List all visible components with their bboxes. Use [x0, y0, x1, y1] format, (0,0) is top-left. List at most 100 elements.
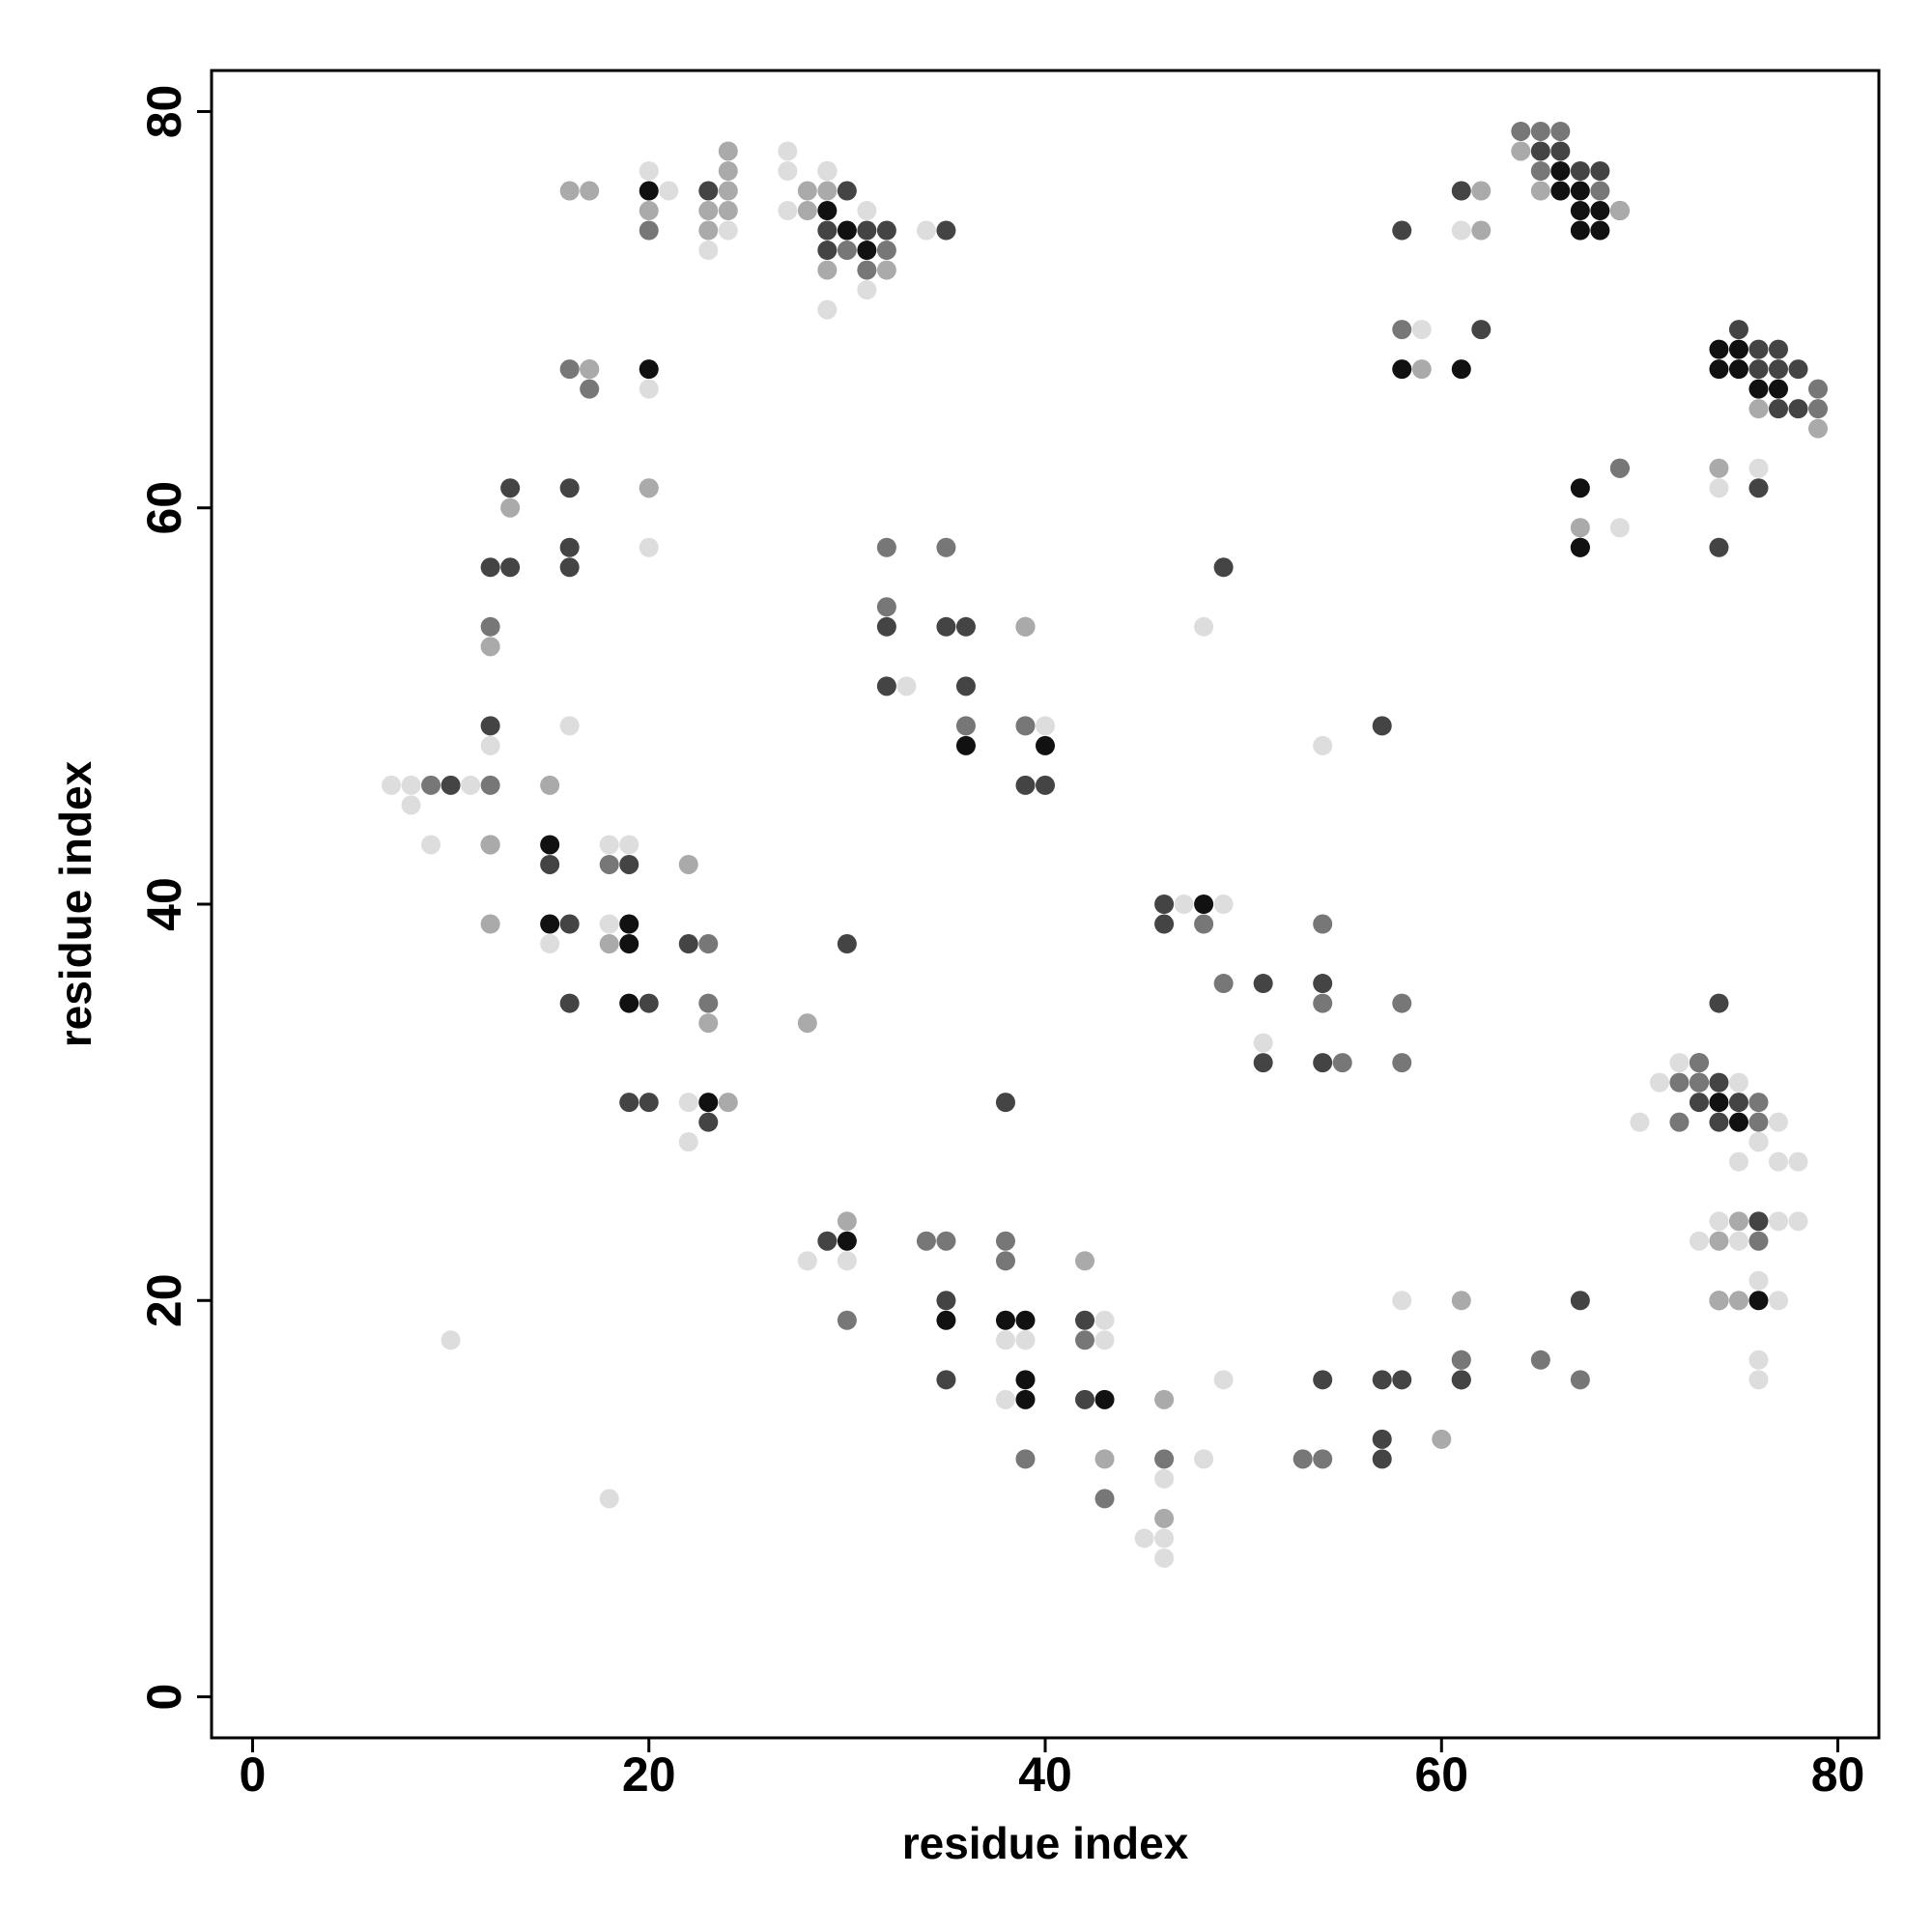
- point: [1609, 201, 1630, 221]
- point: [559, 537, 580, 557]
- point: [1530, 161, 1550, 182]
- point: [480, 914, 500, 934]
- point: [936, 1291, 956, 1311]
- point: [1550, 161, 1571, 182]
- point: [876, 220, 896, 241]
- point: [1709, 339, 1729, 359]
- point: [1768, 359, 1788, 380]
- point: [1015, 1330, 1036, 1350]
- y-tick-label: 80: [137, 85, 191, 139]
- point: [837, 241, 857, 261]
- point: [678, 854, 698, 874]
- point: [1015, 716, 1036, 736]
- point: [936, 1231, 956, 1251]
- point: [837, 1310, 857, 1330]
- point: [936, 220, 956, 241]
- point: [718, 141, 738, 161]
- point: [797, 181, 817, 201]
- point: [1094, 1489, 1115, 1509]
- point: [480, 835, 500, 855]
- point: [1015, 616, 1036, 637]
- point: [718, 201, 738, 221]
- point: [718, 1093, 738, 1113]
- point: [1689, 1053, 1709, 1073]
- point: [1748, 1231, 1769, 1251]
- x-tick-label: 60: [1414, 1747, 1468, 1802]
- point: [1213, 557, 1234, 578]
- point: [1570, 161, 1590, 182]
- point: [599, 914, 619, 934]
- point: [1728, 320, 1748, 340]
- point: [1748, 379, 1769, 399]
- point: [1768, 339, 1788, 359]
- point: [1748, 1093, 1769, 1113]
- point: [639, 537, 659, 557]
- point: [1630, 1112, 1650, 1132]
- point: [1213, 1370, 1234, 1390]
- point: [718, 220, 738, 241]
- point: [857, 220, 877, 241]
- point: [1332, 1053, 1352, 1073]
- point: [797, 201, 817, 221]
- point: [619, 934, 639, 954]
- point: [540, 934, 560, 954]
- point: [857, 260, 877, 280]
- point: [1728, 1211, 1748, 1232]
- point: [1134, 1528, 1154, 1548]
- point: [1709, 1231, 1729, 1251]
- point: [440, 775, 461, 795]
- point: [480, 716, 500, 736]
- point: [1748, 1132, 1769, 1152]
- point: [1094, 1310, 1115, 1330]
- point: [1728, 1151, 1748, 1172]
- point: [678, 1093, 698, 1113]
- point: [955, 716, 976, 736]
- point: [540, 835, 560, 855]
- point: [1432, 1429, 1452, 1449]
- y-axis-title: residue index: [50, 760, 100, 1047]
- point: [1788, 1151, 1808, 1172]
- point: [659, 181, 679, 201]
- point: [1015, 775, 1036, 795]
- point: [797, 1251, 817, 1271]
- point: [1748, 1350, 1769, 1370]
- point: [599, 934, 619, 954]
- point: [1748, 1270, 1769, 1291]
- point: [1392, 1370, 1412, 1390]
- point: [1728, 339, 1748, 359]
- point: [1313, 1370, 1333, 1390]
- point: [817, 241, 838, 261]
- point: [817, 201, 838, 221]
- point: [1392, 1291, 1412, 1311]
- point: [876, 676, 896, 696]
- point: [1748, 1211, 1769, 1232]
- point: [1530, 181, 1550, 201]
- point: [1015, 1449, 1036, 1469]
- point: [580, 379, 600, 399]
- plot-area: [382, 121, 1829, 1568]
- point: [1808, 418, 1829, 439]
- point: [995, 1330, 1015, 1350]
- point: [1451, 1291, 1471, 1311]
- point: [1036, 735, 1055, 755]
- point: [778, 161, 798, 182]
- point: [559, 914, 580, 934]
- point: [559, 478, 580, 498]
- point: [480, 637, 500, 657]
- point: [817, 1231, 838, 1251]
- point: [1253, 974, 1273, 994]
- point: [639, 379, 659, 399]
- point: [1728, 1093, 1748, 1113]
- point: [698, 993, 719, 1013]
- point: [1194, 914, 1214, 934]
- point: [837, 181, 857, 201]
- x-tick-label: 0: [240, 1747, 267, 1802]
- point: [1015, 1310, 1036, 1330]
- point: [1451, 181, 1471, 201]
- y-tick-label: 0: [137, 1684, 191, 1711]
- point: [1094, 1330, 1115, 1350]
- point: [500, 478, 521, 498]
- point: [936, 537, 956, 557]
- point: [1709, 1211, 1729, 1232]
- point: [382, 775, 402, 795]
